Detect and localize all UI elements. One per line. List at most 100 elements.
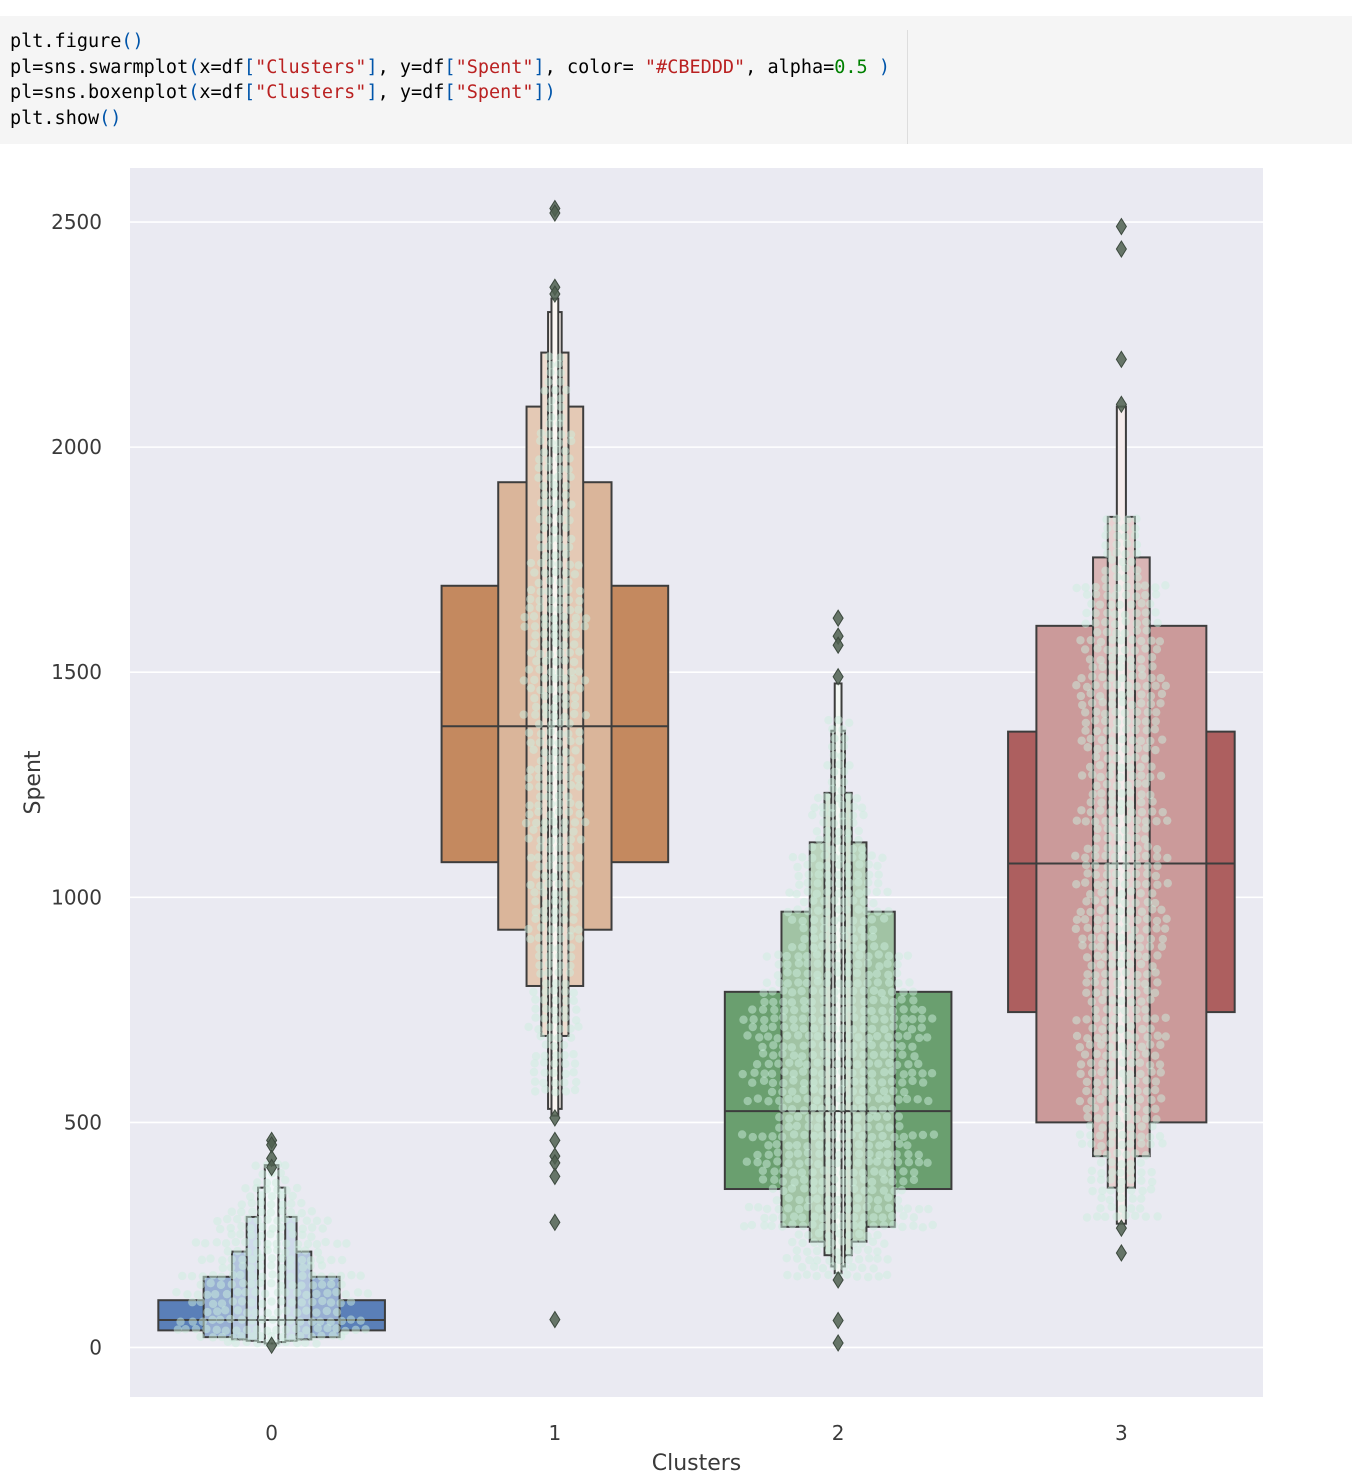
swarm-point	[844, 961, 853, 971]
swarm-point	[779, 997, 788, 1007]
swarm-point	[904, 1150, 913, 1159]
swarm-point	[1111, 591, 1120, 600]
swarm-point	[1140, 835, 1150, 844]
swarm-point	[899, 1211, 908, 1221]
swarm-point	[565, 719, 574, 728]
swarm-point	[857, 803, 867, 812]
swarm-point	[526, 880, 535, 890]
swarm-point	[1126, 655, 1135, 665]
swarm-point	[286, 1261, 295, 1271]
swarm-point	[1103, 645, 1112, 655]
swarm-point	[847, 925, 857, 934]
swarm-point	[256, 1331, 265, 1341]
swarm-point	[307, 1317, 317, 1326]
swarm-point	[838, 1132, 848, 1141]
swarm-point	[251, 1308, 260, 1317]
swarm-point	[874, 879, 883, 888]
swarm-point	[570, 570, 580, 579]
code-cell[interactable]: plt.figure() pl=sns.swarmplot(x=df["Clust…	[0, 16, 1352, 144]
code-token: ]	[533, 56, 545, 78]
swarm-point	[1137, 1139, 1146, 1148]
swarm-point	[815, 1140, 824, 1150]
swarm-point	[778, 1103, 787, 1113]
swarm-point	[530, 622, 540, 631]
swarm-point	[783, 1204, 793, 1213]
swarm-point	[276, 1168, 286, 1178]
swarm-point	[879, 1186, 889, 1195]
swarm-point	[1137, 771, 1146, 780]
swarm-point	[880, 1025, 889, 1034]
swarm-point	[1143, 869, 1152, 879]
swarm-point	[1106, 807, 1115, 817]
swarm-point	[827, 777, 837, 787]
swarm-point	[849, 1168, 858, 1177]
swarm-point	[297, 1208, 306, 1218]
swarm-point	[193, 1290, 203, 1299]
swarm-point	[258, 1222, 267, 1232]
swarm-point	[873, 907, 882, 916]
swarm-point	[1151, 1077, 1161, 1086]
swarm-point	[546, 438, 556, 448]
swarm-point	[1146, 699, 1156, 709]
swarm-point	[879, 1050, 889, 1059]
swarm-point	[1110, 1086, 1120, 1096]
swarm-point	[1137, 997, 1146, 1006]
swarm-point	[823, 1203, 833, 1212]
swarm-point	[537, 558, 546, 568]
swarm-point	[1132, 592, 1141, 601]
swarm-point	[814, 1159, 823, 1169]
outlier-point	[832, 636, 844, 655]
y-tick-label: 500	[64, 1110, 102, 1134]
swarm-point	[858, 1239, 867, 1248]
swarm-point	[1102, 914, 1111, 923]
code-editor[interactable]: plt.figure() pl=sns.swarmplot(x=df["Clust…	[10, 29, 890, 131]
swarm-point	[302, 1326, 311, 1335]
swarm-point	[532, 657, 541, 666]
swarm-point	[525, 801, 534, 810]
swarm-point	[1132, 880, 1141, 889]
swarm-point	[1123, 815, 1132, 824]
swarm-point	[1121, 590, 1131, 600]
swarm-point	[281, 1288, 290, 1297]
swarm-point	[276, 1272, 286, 1281]
swarm-point	[526, 648, 536, 657]
swarm-point	[221, 1326, 231, 1335]
swarm-point	[799, 897, 809, 907]
swarm-point	[818, 1086, 827, 1096]
swarm-point	[297, 1281, 306, 1290]
y-tick-label: 2000	[51, 435, 102, 459]
swarm-point	[566, 943, 576, 952]
swarm-point	[559, 1040, 569, 1050]
swarm-point	[202, 1324, 211, 1334]
swarm-point	[561, 481, 571, 491]
swarm-point	[1153, 618, 1162, 628]
swarm-point	[1127, 1204, 1136, 1213]
swarm-point	[1131, 524, 1140, 533]
swarm-point	[843, 869, 853, 879]
swarm-point	[1088, 662, 1097, 672]
swarm-point	[1118, 1042, 1127, 1051]
swarm-point	[1156, 699, 1165, 708]
swarm-point	[1097, 735, 1106, 745]
swarm-point	[834, 1229, 844, 1238]
swarm-point	[1112, 680, 1122, 689]
swarm-point	[828, 1184, 838, 1194]
swarm-point	[561, 550, 571, 559]
swarm-point	[1142, 914, 1152, 924]
swarm-point	[256, 1231, 265, 1241]
swarm-point	[1082, 953, 1092, 962]
swarm-point	[878, 1213, 887, 1222]
swarm-point	[226, 1223, 235, 1233]
swarm-point	[888, 1177, 897, 1186]
swarm-point	[253, 1216, 262, 1225]
swarm-point	[789, 1212, 799, 1221]
swarm-point	[550, 915, 559, 924]
swarm-point	[524, 728, 534, 737]
swarm-point	[1112, 1005, 1121, 1015]
swarm-point	[889, 1086, 898, 1096]
swarm-point	[769, 997, 778, 1007]
swarm-point	[829, 1005, 839, 1015]
swarm-point	[794, 1205, 804, 1214]
swarm-point	[1088, 672, 1097, 681]
swarm-point	[281, 1175, 290, 1185]
